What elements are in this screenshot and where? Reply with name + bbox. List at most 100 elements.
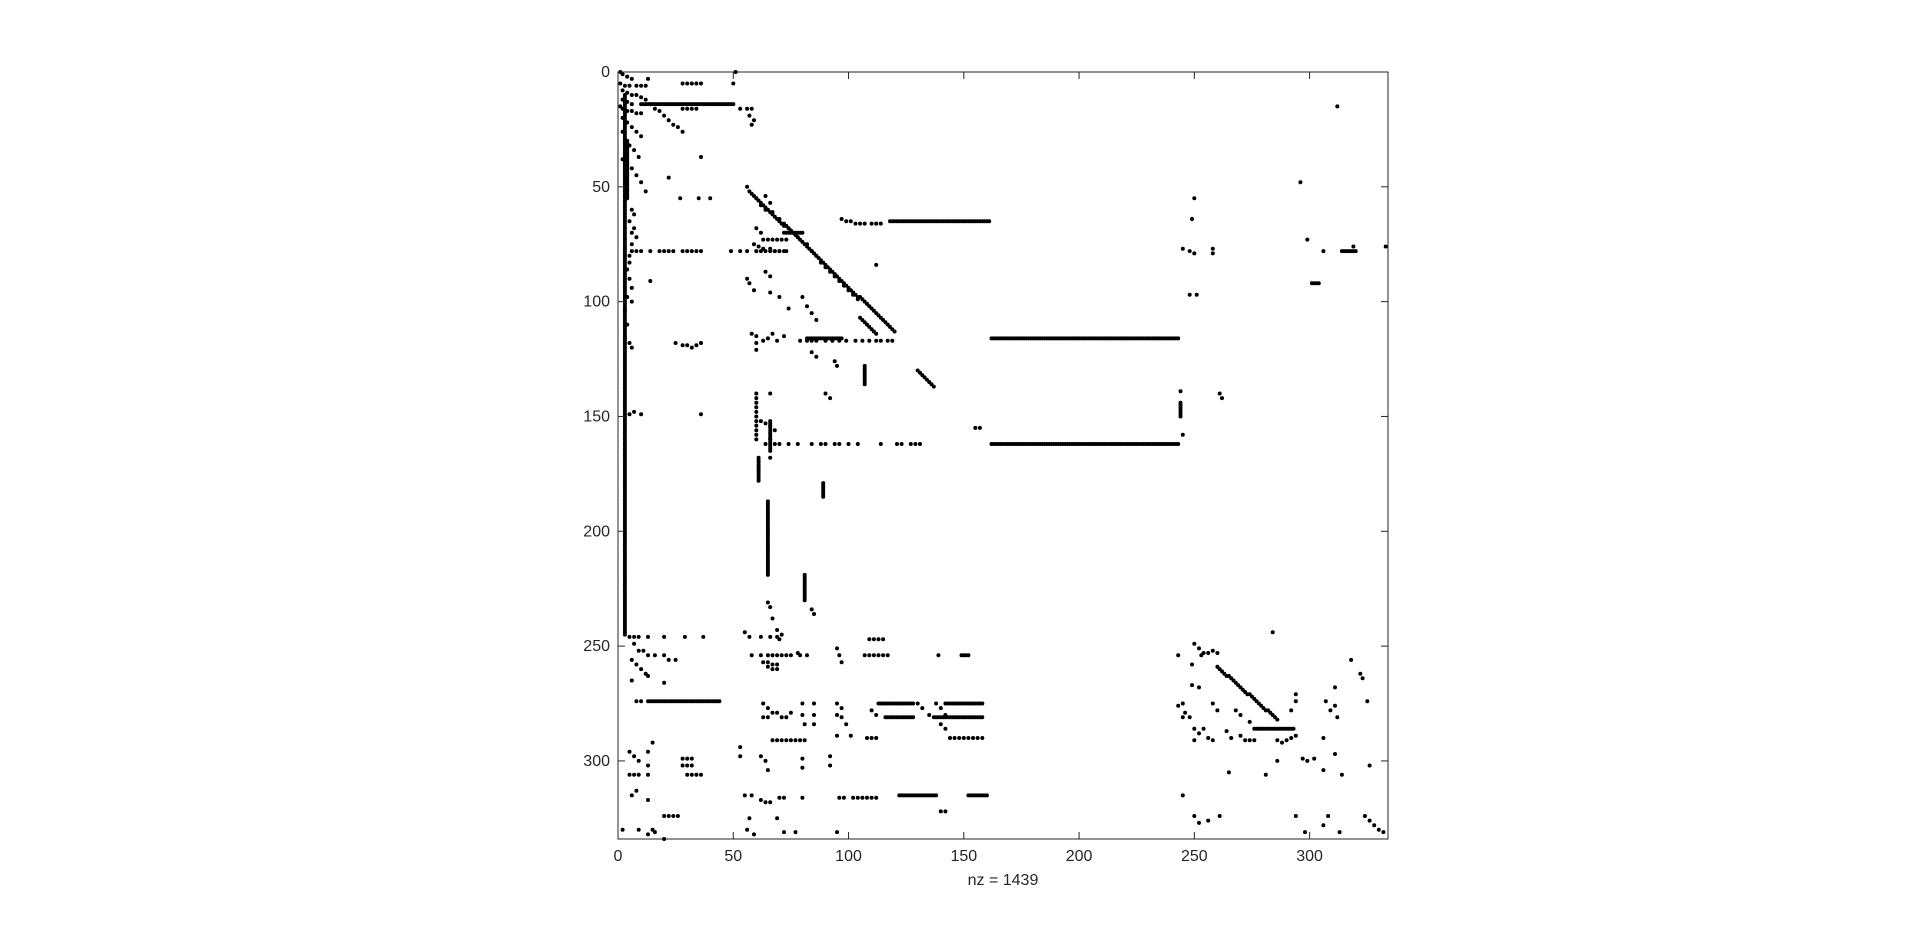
nonzero-point xyxy=(763,249,768,254)
nonzero-point xyxy=(634,249,639,254)
nonzero-point xyxy=(1298,180,1303,185)
nonzero-point xyxy=(629,109,634,113)
nonzero-point xyxy=(844,219,849,224)
nonzero-point xyxy=(800,713,805,717)
nonzero-point xyxy=(768,605,773,610)
nonzero-point xyxy=(627,253,632,258)
nonzero-point xyxy=(685,763,690,768)
nonzero-point xyxy=(895,442,899,446)
nonzero-point xyxy=(749,793,754,798)
nonzero-point xyxy=(1190,217,1194,221)
nonzero-point xyxy=(666,175,671,180)
nonzero-point xyxy=(1176,703,1181,708)
nonzero-point xyxy=(832,442,837,446)
nonzero-point xyxy=(622,632,627,637)
nonzero-point xyxy=(837,442,842,446)
nonzero-point xyxy=(786,306,791,311)
nonzero-point xyxy=(1293,733,1298,738)
nonzero-point xyxy=(629,299,634,304)
nonzero-point xyxy=(632,409,637,414)
x-tick-label: 250 xyxy=(1181,848,1208,865)
nonzero-point xyxy=(680,106,685,111)
nonzero-point xyxy=(1293,692,1298,697)
nonzero-point xyxy=(738,745,743,750)
nonzero-point xyxy=(1372,823,1377,828)
nonzero-point xyxy=(627,260,632,265)
nonzero-point xyxy=(629,249,634,254)
nonzero-point xyxy=(779,738,784,743)
nonzero-point xyxy=(1367,818,1372,823)
sparsity-pattern-points xyxy=(618,70,1388,841)
nonzero-point xyxy=(966,653,971,658)
nonzero-point xyxy=(980,701,985,706)
nonzero-point xyxy=(934,701,939,706)
nonzero-point xyxy=(938,722,943,727)
nonzero-point xyxy=(1326,814,1331,818)
nonzero-point xyxy=(844,338,849,343)
nonzero-point xyxy=(754,437,759,442)
nonzero-point xyxy=(936,653,941,658)
nonzero-point xyxy=(632,772,637,777)
nonzero-point xyxy=(636,155,641,159)
nonzero-point xyxy=(689,772,694,777)
nonzero-point xyxy=(1293,699,1298,704)
nonzero-point xyxy=(1238,713,1243,717)
y-tick-label: 150 xyxy=(583,408,610,425)
nonzero-point xyxy=(763,269,768,274)
nonzero-point xyxy=(758,798,763,802)
y-tick-label: 100 xyxy=(583,294,610,311)
y-tick-label: 300 xyxy=(583,753,610,770)
nonzero-point xyxy=(627,772,632,777)
nonzero-point xyxy=(1335,715,1340,720)
nonzero-point xyxy=(818,442,823,446)
nonzero-point xyxy=(632,641,637,646)
nonzero-point xyxy=(657,109,662,113)
nonzero-point xyxy=(1180,793,1185,798)
nonzero-point xyxy=(738,249,743,254)
nonzero-point xyxy=(966,736,971,740)
nonzero-point xyxy=(752,118,756,123)
nonzero-point xyxy=(876,653,881,658)
nonzero-point xyxy=(777,637,782,642)
nonzero-point xyxy=(747,281,752,286)
nonzero-point xyxy=(812,701,816,706)
nonzero-point xyxy=(752,288,756,293)
nonzero-point xyxy=(754,249,759,254)
nonzero-point xyxy=(694,81,699,86)
nonzero-point xyxy=(768,634,773,639)
nonzero-point xyxy=(622,83,627,88)
nonzero-point xyxy=(777,442,782,446)
nonzero-point xyxy=(634,83,639,88)
nonzero-point xyxy=(646,674,650,678)
nonzero-point xyxy=(971,736,975,740)
nonzero-point xyxy=(1206,651,1211,655)
nonzero-point xyxy=(1284,738,1289,743)
nonzero-point xyxy=(911,715,916,720)
nonzero-point xyxy=(1305,758,1310,763)
nonzero-point xyxy=(865,795,869,800)
nonzero-point xyxy=(627,749,632,754)
nonzero-point xyxy=(869,221,874,226)
nonzero-point xyxy=(632,754,637,759)
nonzero-point xyxy=(749,331,754,336)
nonzero-point xyxy=(814,354,819,359)
nonzero-point xyxy=(620,827,625,832)
nonzero-point xyxy=(770,662,775,667)
nonzero-point xyxy=(634,699,639,704)
nonzero-point xyxy=(823,391,828,396)
nonzero-point xyxy=(800,795,805,800)
nonzero-point xyxy=(881,637,886,642)
nonzero-point xyxy=(754,414,759,419)
nonzero-point xyxy=(1383,244,1388,249)
nonzero-point xyxy=(749,653,754,658)
nonzero-point xyxy=(1275,738,1280,743)
nonzero-point xyxy=(871,637,876,642)
nonzero-point xyxy=(763,758,768,763)
nonzero-point xyxy=(629,166,634,171)
nonzero-point xyxy=(758,754,763,759)
nonzero-point xyxy=(862,382,867,387)
x-tick-label: 300 xyxy=(1296,848,1323,865)
nonzero-point xyxy=(1337,830,1342,835)
nonzero-point xyxy=(749,106,754,111)
